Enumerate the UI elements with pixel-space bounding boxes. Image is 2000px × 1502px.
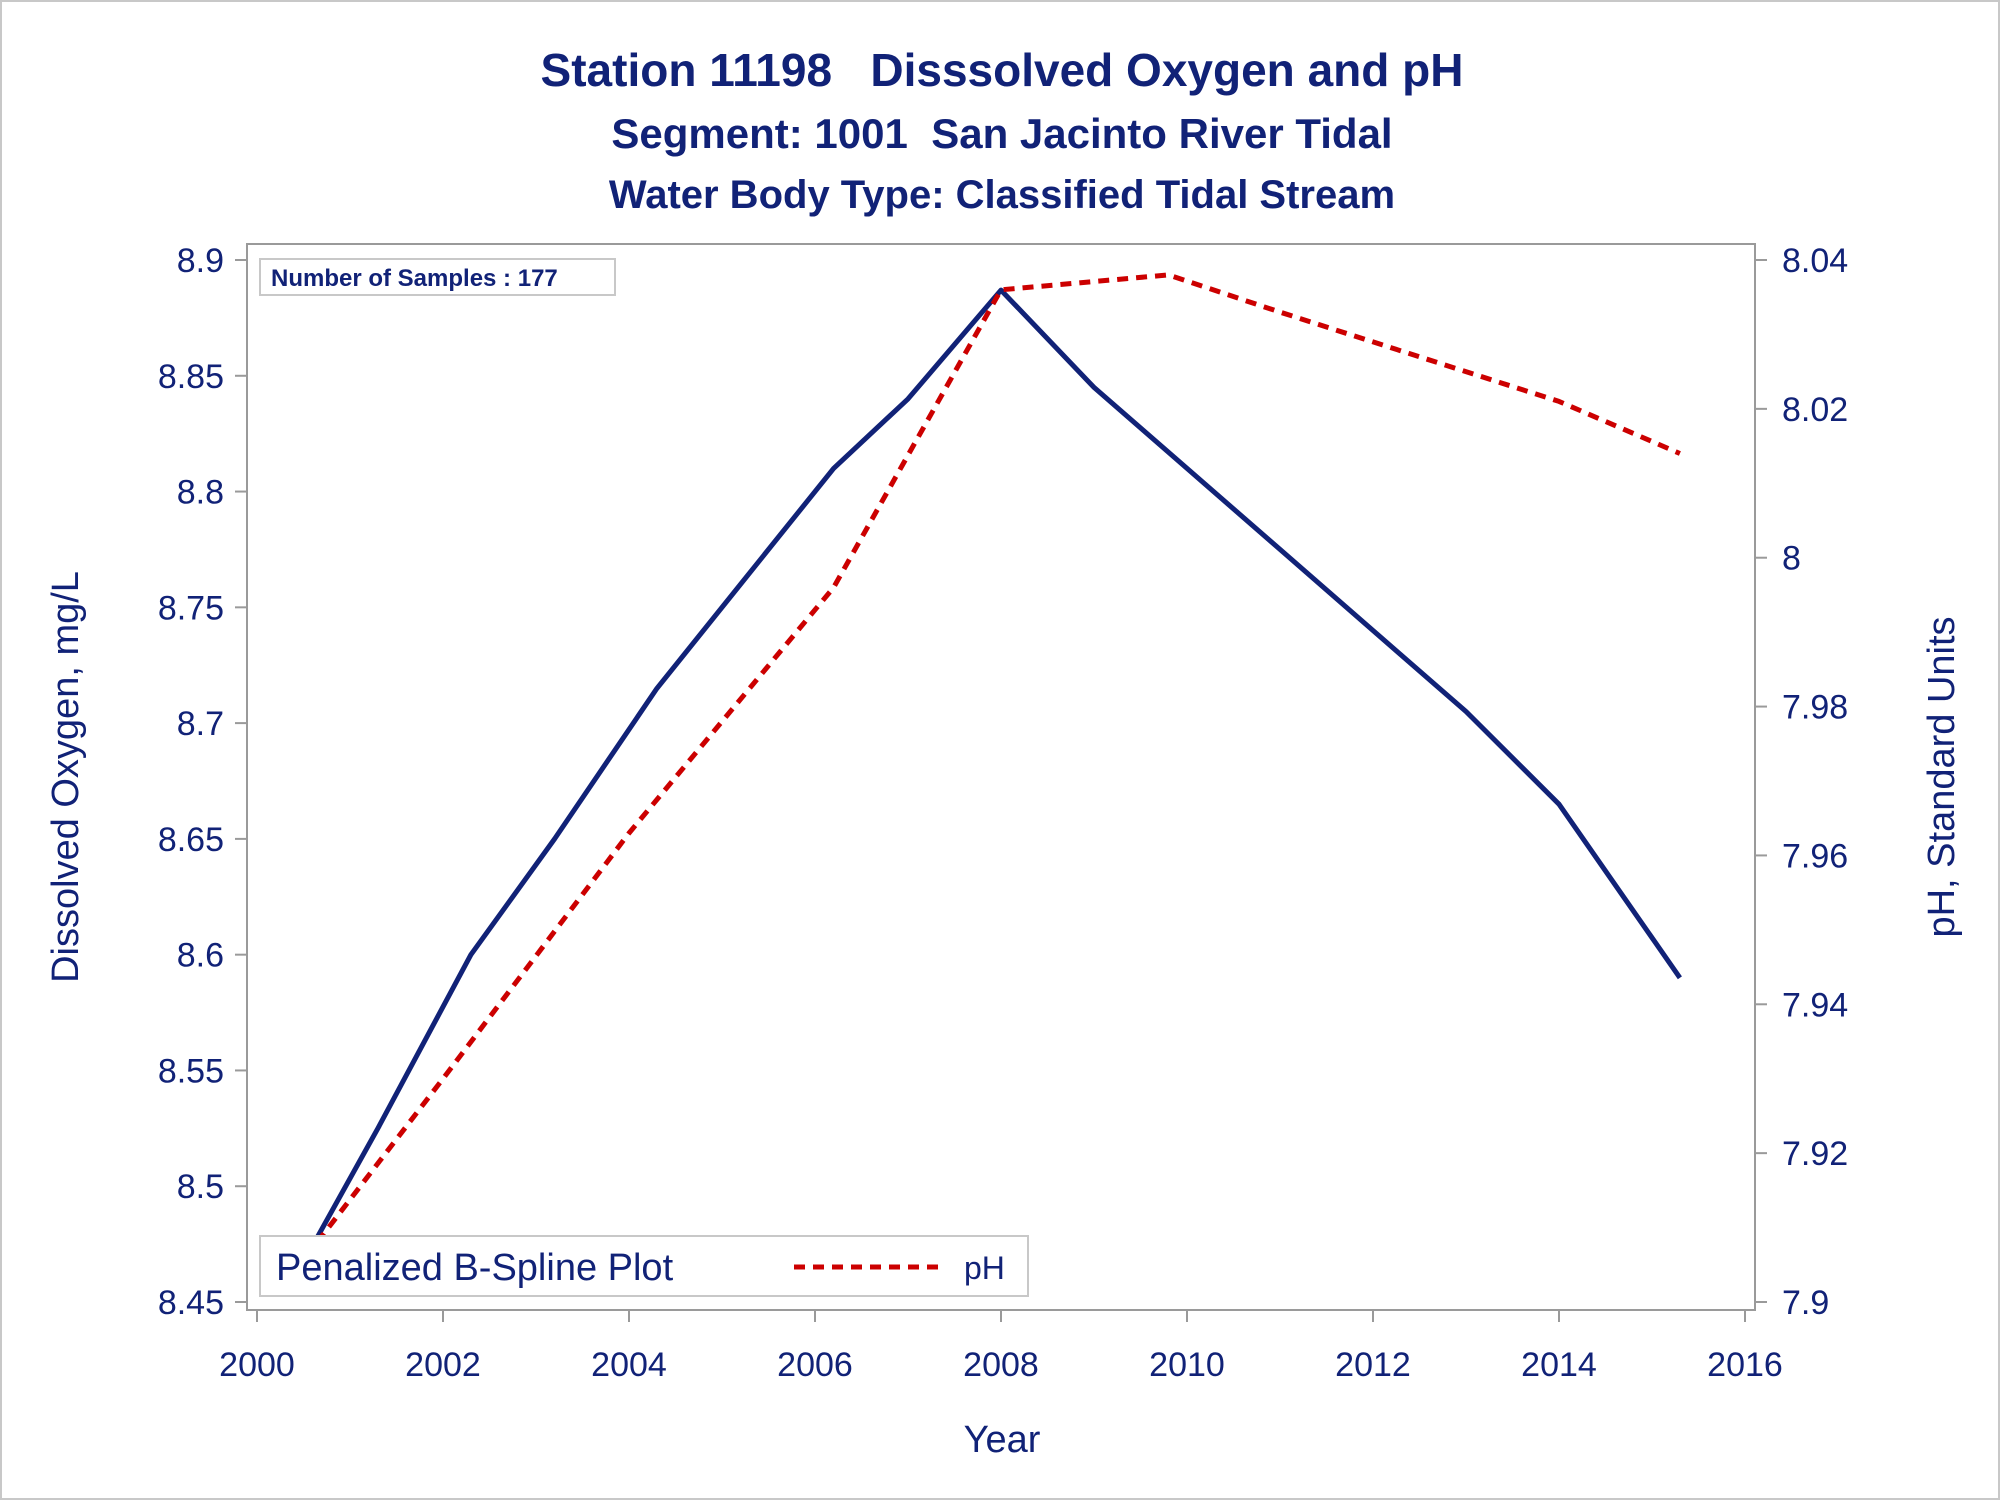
y-tick-label: 8.6 [177,937,224,975]
y2-tick-label: 7.9 [1782,1284,1829,1322]
y-tick-label: 8.45 [158,1284,224,1322]
y2-tick-label: 8.02 [1782,391,1848,429]
chart-title: Station 11198 Disssolved Oxygen and pH [541,44,1464,96]
x-axis-label: Year [964,1419,1041,1461]
y-axis-label: Dissolved Oxygen, mg/L [45,571,87,983]
y2-tick-label: 7.94 [1782,986,1848,1024]
x-tick-label: 2016 [1707,1346,1783,1384]
y2-axis-ticks: 7.9 7.92 7.94 7.96 7.98 8 8.02 8.04 [1755,242,1848,1322]
x-tick-label: 2002 [405,1346,481,1384]
y2-tick-label: 8.04 [1782,242,1848,280]
y-tick-label: 8.55 [158,1052,224,1090]
x-tick-label: 2000 [219,1346,295,1384]
y-tick-label: 8.75 [158,589,224,627]
chart-subtitle: Segment: 1001 San Jacinto River Tidal [611,110,1392,157]
y-tick-label: 8.5 [177,1168,224,1206]
series-layer [292,272,1682,1281]
y2-tick-label: 7.98 [1782,689,1848,727]
y-tick-label: 8.9 [177,242,224,280]
legend-ph-label: pH [964,1250,1005,1286]
x-axis-ticks: 2000 2002 2004 2006 2008 2010 2012 2014 2016 [219,1310,1783,1384]
dissolved-oxygen-series-line [292,287,1682,1281]
x-tick-label: 2012 [1335,1346,1411,1384]
x-tick-label: 2006 [777,1346,853,1384]
x-tick-label: 2004 [591,1346,667,1384]
y2-axis-label: pH, Standard Units [1921,616,1963,937]
ph-series-line [292,272,1681,1274]
legend-title: Penalized B-Spline Plot [276,1247,674,1289]
x-tick-label: 2008 [963,1346,1039,1384]
y-tick-label: 8.65 [158,821,224,859]
y-tick-label: 8.8 [177,474,224,512]
y2-tick-label: 7.92 [1782,1135,1848,1173]
y2-tick-label: 7.96 [1782,837,1848,875]
y-tick-label: 8.7 [177,705,224,743]
x-tick-label: 2010 [1149,1346,1225,1384]
y2-tick-label: 8 [1782,540,1801,578]
y-tick-label: 8.85 [158,358,224,396]
sample-count-box [259,258,616,296]
sample-count-label: Number of Samples : 177 [271,265,558,292]
y-axis-ticks: 8.45 8.5 8.55 8.6 8.65 8.7 8.75 8.8 8.85 8.9 [158,242,247,1322]
x-tick-label: 2014 [1521,1346,1597,1384]
chart-subtitle-2: Water Body Type: Classified Tidal Stream [609,173,1395,217]
